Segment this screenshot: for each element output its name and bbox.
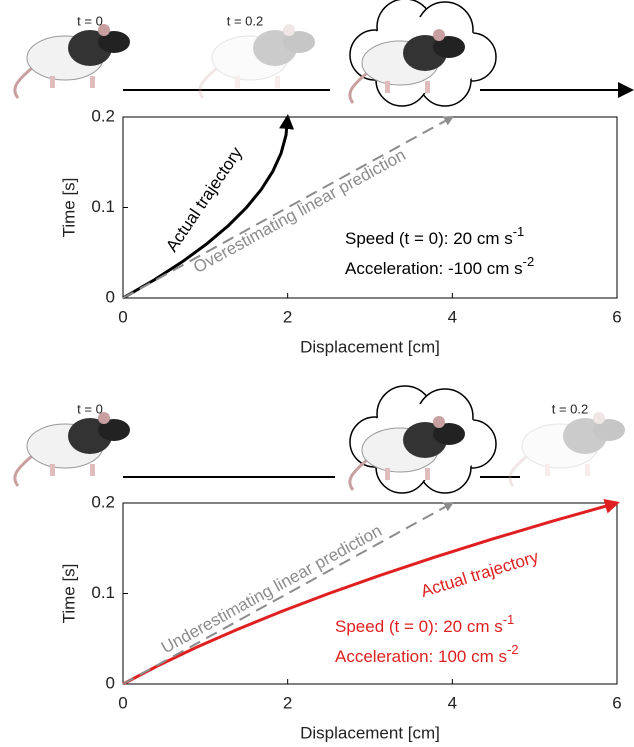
series-label: Underestimating linear prediction	[158, 521, 385, 657]
y-tick-label: 0.2	[91, 106, 115, 125]
annotation-superscript: -2	[523, 254, 535, 269]
x-tick-label: 4	[448, 307, 457, 326]
y-tick-label: 0.1	[91, 197, 115, 216]
annotation-text: Speed (t = 0): 20 cm s	[345, 229, 513, 248]
x-tick-label: 0	[118, 307, 127, 326]
y-tick-label: 0	[106, 287, 115, 306]
x-axis-label: Displacement [cm]	[300, 723, 440, 742]
annotation: Speed (t = 0): 20 cm s-1	[335, 612, 514, 636]
y-tick-label: 0.2	[91, 492, 115, 511]
annotation-text: Acceleration: -100 cm s	[345, 259, 523, 278]
annotation-superscript: -1	[513, 224, 525, 239]
annotation: Acceleration: -100 cm s-2	[345, 254, 534, 278]
x-tick-label: 2	[283, 693, 292, 712]
x-tick-label: 6	[612, 693, 621, 712]
x-tick-label: 0	[118, 693, 127, 712]
illustration	[15, 0, 634, 106]
annotation-text: Acceleration: 100 cm s	[335, 647, 507, 666]
y-axis-label: Time [s]	[59, 178, 78, 238]
annotation-text: Speed (t = 0): 20 cm s	[335, 617, 503, 636]
annotation: Speed (t = 0): 20 cm s-1	[345, 224, 524, 248]
figure: t = 0 t = 0.2 0 2 4 6 0 0.1 0.2 Displacement [cm]…	[0, 0, 634, 747]
y-tick-label: 0.1	[91, 583, 115, 602]
x-tick-label: 6	[612, 307, 621, 326]
annotation: Acceleration: 100 cm s-2	[335, 642, 519, 666]
illustration	[15, 386, 625, 493]
time-label: t = 0	[77, 401, 103, 416]
time-label: t = 0.2	[227, 13, 264, 28]
annotation-superscript: -1	[503, 612, 515, 627]
x-tick-label: 2	[283, 307, 292, 326]
x-tick-label: 4	[448, 693, 457, 712]
y-axis-label: Time [s]	[59, 564, 78, 624]
y-tick-label: 0	[106, 673, 115, 692]
time-label: t = 0.2	[552, 401, 589, 416]
x-axis-label: Displacement [cm]	[300, 337, 440, 356]
time-label: t = 0	[77, 13, 103, 28]
annotation-superscript: -2	[507, 642, 519, 657]
